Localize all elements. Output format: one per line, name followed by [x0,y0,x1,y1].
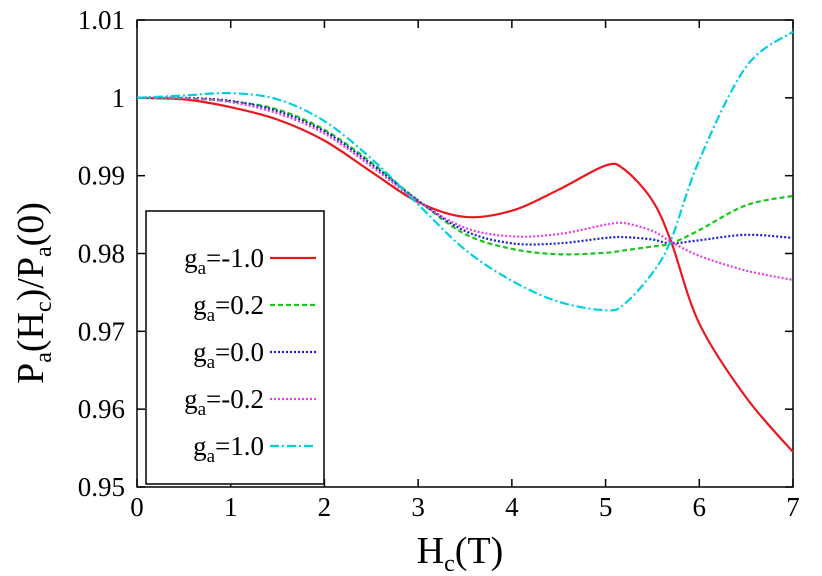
x-tick-label: 6 [693,492,707,522]
y-tick-label: 0.99 [78,161,125,191]
x-tick-label: 5 [599,492,613,522]
x-axis-title: Hc(T) [417,530,504,576]
series-line-ga0.2 [136,96,794,256]
y-tick-label: 0.95 [78,472,125,502]
y-tick-label: 1 [112,83,126,113]
y-axis: 0.95 0.96 0.97 0.98 0.99 1 1.01 [78,5,793,502]
y-axis-title: Pa(Hc)/Pa(0) [10,202,57,384]
y-tick-label: 0.97 [78,316,125,346]
legend-label: ga=0.2 [193,290,264,326]
x-tick-label: 4 [505,492,519,522]
y-tick-label: 0.98 [78,239,125,269]
legend-label: ga=-0.2 [184,384,264,420]
legend-box [145,210,325,485]
series-line-ga1.0 [136,30,794,312]
x-tick-label: 0 [130,492,144,522]
x-tick-label: 1 [224,492,238,522]
legend-label: ga=1.0 [193,431,264,467]
legend-label: ga=0.0 [193,337,264,373]
series-lines [136,30,794,453]
legend: ga=-1.0 ga=0.2 ga=0.0 ga=-0.2 ga=1.0 [145,210,325,485]
x-tick-label: 7 [786,492,800,522]
legend-label: ga=-1.0 [184,243,264,279]
series-line-ga-1.0 [136,96,794,453]
x-tick-label: 2 [318,492,332,522]
y-tick-label: 0.96 [78,394,125,424]
series-line-ga0.0 [136,96,794,246]
x-tick-label: 3 [411,492,425,522]
x-axis: 0 1 2 3 4 5 6 7 [130,20,800,522]
y-tick-label: 1.01 [78,5,125,35]
